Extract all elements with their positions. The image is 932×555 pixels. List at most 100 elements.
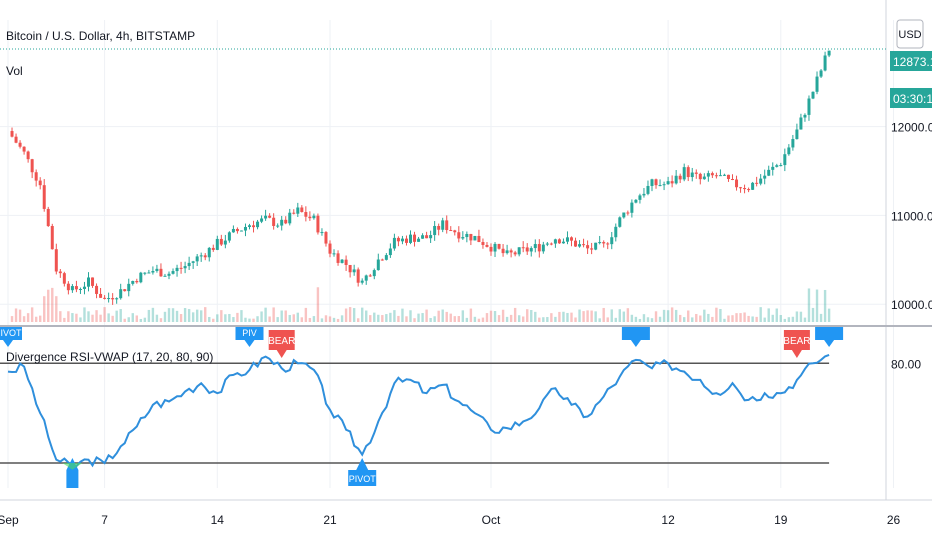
volume-bar [779,315,782,322]
candle-body [791,139,795,148]
volume-bar [268,316,271,322]
candle-body [545,243,549,245]
candle-body [465,233,469,238]
pivot-high-marker [621,326,650,347]
volume-bar [373,312,376,322]
volume-bar [413,318,416,322]
volume-bar [135,315,138,322]
candle-body [702,176,706,180]
candle-body [179,267,183,269]
volume-bar [320,318,324,322]
candle-body [811,91,815,99]
candle-body [139,272,143,283]
volume-bar [304,307,308,322]
volume-bar [260,311,263,322]
candle-body [658,185,662,187]
volume-bar [336,318,340,322]
candle-body [751,182,755,190]
candle-body [586,245,590,249]
candle-body [252,225,256,228]
volume-bar [43,296,46,322]
volume-bar [530,309,533,322]
volume-bar [610,309,613,322]
candle-body [771,166,775,170]
currency-button[interactable]: USD [896,19,924,49]
candle-body [58,271,62,274]
x-tick-label: 26 [887,513,901,527]
candle-body [481,242,485,245]
volume-bar [775,308,778,322]
volume-bar [232,317,235,322]
volume-bar [642,314,646,322]
candle-body [340,259,344,263]
volume-bar [542,317,545,322]
last-price-value: 12873.10 [893,55,932,69]
pivot-high-arrow [824,340,835,347]
symbol-title: Bitcoin / U.S. Dollar, 4h, BITSTAMP [6,29,195,43]
volume-bar [340,315,344,322]
volume-bar [67,311,70,322]
volume-bar [513,307,517,322]
volume-bar [747,315,750,322]
volume-bar [55,296,58,322]
candle-body [763,175,767,179]
volume-bar [493,311,497,322]
candle-body [167,273,171,276]
volume-bar [401,308,404,322]
candle-body [598,242,602,244]
candle-body [280,219,284,226]
volume-bar [292,314,295,322]
candle-body [819,70,823,77]
candle-body [296,207,300,214]
candle-body [449,230,453,232]
volume-bar [453,316,456,322]
candle-body [87,277,90,287]
candle-body [469,233,473,241]
candle-body [163,275,167,277]
candle-body [99,293,103,298]
candle-body [131,280,135,284]
volume-bar [127,317,130,322]
volume-bar [280,310,283,322]
volume-bar [771,314,774,322]
volume-bar [477,318,481,322]
candle-body [799,117,803,130]
volume-bar [409,310,412,322]
candle-body [348,264,352,273]
candle-body [316,215,320,233]
candle-body [376,259,380,271]
candle-body [646,185,650,194]
volume-bar [115,310,118,322]
candle-body [352,269,356,273]
candle-body [14,136,18,143]
volume-bar [465,317,469,322]
volume-bar [47,289,50,322]
volume-bar [30,307,34,322]
volume-bar [107,313,110,322]
volume-bar [151,307,155,322]
volume-bar [743,312,746,322]
volume-bar [578,309,581,322]
candle-body [356,269,360,283]
pivot-low-box [348,470,377,486]
volume-bar [606,317,609,322]
volume-bar [397,315,400,322]
candle-body [722,174,726,176]
volume-bar [566,312,569,322]
candle-body [223,240,227,245]
last-price-tag: 12873.10 03:30:10 [890,51,932,108]
volume-bar [71,313,74,322]
candle-body [54,249,58,272]
candle-body [565,237,569,242]
volume-bar [509,314,513,322]
volume-bar [195,309,199,322]
x-tick-label: 21 [323,513,337,527]
volume-bar [638,318,642,322]
candle-body [501,248,505,254]
volume-bar [216,314,219,322]
candle-body [78,288,82,290]
volume-bar [10,316,14,322]
x-tick-label: Sep [0,513,19,527]
x-tick-label: Oct [482,513,501,527]
volume-bar [719,309,722,322]
